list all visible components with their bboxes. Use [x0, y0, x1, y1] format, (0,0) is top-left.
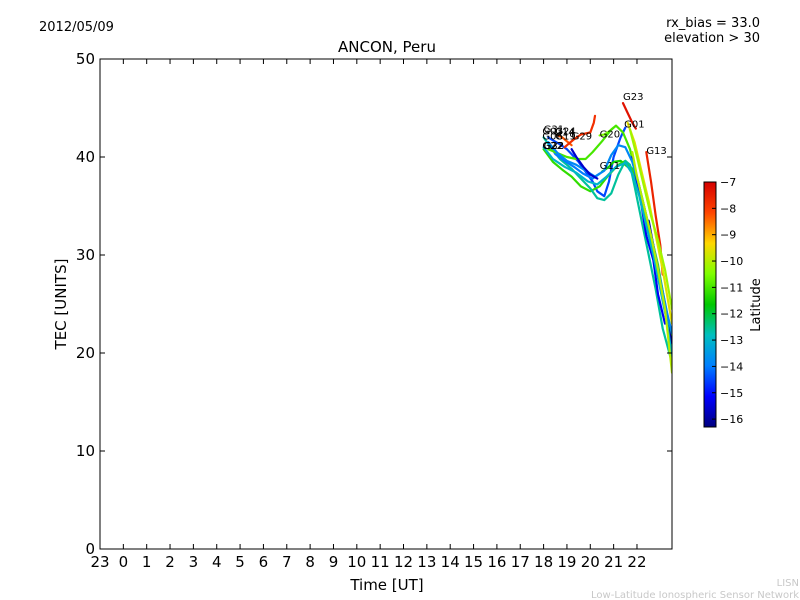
- x-tick-label: 11: [371, 553, 390, 571]
- colorbar-tick-label: −15: [720, 387, 743, 400]
- colorbar-tick-label: −13: [720, 334, 743, 347]
- series-label-g01: G01: [624, 120, 644, 131]
- x-tick-label: 22: [627, 553, 646, 571]
- x-tick-label: 7: [282, 553, 292, 571]
- colorbar-tick-label: −9: [720, 229, 736, 242]
- series-label-g19: G19: [555, 131, 575, 142]
- colorbar-tick-label: −8: [720, 202, 736, 215]
- y-tick-label: 30: [76, 246, 95, 264]
- x-axis-label: Time [UT]: [349, 576, 423, 594]
- x-tick-label: 5: [235, 553, 245, 571]
- x-tick-label: 10: [347, 553, 366, 571]
- colorbar-tick-label: −12: [720, 308, 743, 321]
- x-axis-ticks: 23 0 1 2 3 4 5 6 7 8 9 10 11 12 13 14 15 16 17 18 19 20 21 22: [90, 59, 647, 571]
- footer-network-name: Low-Latitude Ionospheric Sensor Network: [591, 590, 799, 600]
- series-line-g23: [621, 101, 637, 130]
- series-label-g22: G22: [544, 141, 564, 152]
- x-tick-label: 1: [142, 553, 152, 571]
- x-tick-label: 21: [604, 553, 623, 571]
- x-tick-label: 18: [534, 553, 553, 571]
- date-label: 2012/05/09: [39, 20, 114, 35]
- y-tick-label: 0: [85, 540, 95, 558]
- x-tick-label: 13: [417, 553, 436, 571]
- x-tick-label: 12: [394, 553, 413, 571]
- colorbar-tick-label: −14: [720, 360, 743, 373]
- colorbar-label: Latitude: [749, 278, 764, 332]
- y-tick-label: 10: [76, 442, 95, 460]
- x-tick-label: 15: [464, 553, 483, 571]
- series-line-g03: [631, 151, 672, 374]
- axes-frame: [99, 58, 673, 550]
- colorbar: [703, 181, 717, 428]
- colorbar-tick-label: −11: [720, 281, 743, 294]
- series-line-g14: [547, 141, 601, 180]
- x-tick-label: 0: [119, 553, 129, 571]
- series-label-g13: G13: [646, 146, 666, 157]
- chart-title: ANCON, Peru: [338, 38, 436, 56]
- x-tick-label: 3: [189, 553, 199, 571]
- x-tick-label: 20: [581, 553, 600, 571]
- y-axis-ticks: 0 10 20 30 40 50: [76, 50, 672, 558]
- series-label-g20: G20: [600, 129, 620, 140]
- series-label-g06: G06: [542, 131, 562, 142]
- series-label-g14: G14: [554, 127, 574, 138]
- series-label-g29: G29: [572, 131, 592, 142]
- series-line-g10: [570, 148, 599, 180]
- x-tick-label: 6: [259, 553, 269, 571]
- x-tick-label: 8: [305, 553, 315, 571]
- y-tick-label: 40: [76, 148, 95, 166]
- series-line-g16: [563, 114, 597, 149]
- series-label-g22: G22: [542, 141, 562, 152]
- rx-bias-label: rx_bias = 33.0: [666, 16, 760, 31]
- colorbar-tick-label: −10: [720, 255, 743, 268]
- x-tick-label: 4: [212, 553, 222, 571]
- colorbar-tick-label: −16: [720, 413, 743, 426]
- series-line-g31: [542, 136, 672, 364]
- y-axis-label: TEC [UNITS]: [52, 259, 70, 351]
- y-tick-label: 20: [76, 344, 95, 362]
- footer-brand: LISN: [777, 578, 799, 589]
- x-tick-label: 19: [557, 553, 576, 571]
- series-label-g23: G23: [623, 92, 643, 103]
- x-tick-label: 17: [511, 553, 530, 571]
- x-tick-label: 23: [90, 553, 109, 571]
- x-tick-label: 2: [165, 553, 175, 571]
- y-tick-label: 50: [76, 50, 95, 68]
- series-label-g11: G11: [600, 161, 620, 172]
- x-tick-label: 14: [441, 553, 460, 571]
- x-tick-label: 16: [487, 553, 506, 571]
- series-layer: [542, 101, 672, 374]
- series-line-g25: [626, 121, 672, 325]
- colorbar-ticks: −7 −8 −9 −10 −11 −12 −13 −14 −15 −16: [712, 176, 743, 426]
- colorbar-tick-label: −7: [720, 176, 736, 189]
- elevation-label: elevation > 30: [664, 31, 760, 46]
- x-tick-label: 9: [329, 553, 339, 571]
- series-line-g26: [628, 128, 672, 310]
- series-label-g03: G03: [542, 126, 562, 137]
- series-line-g05: [542, 146, 672, 359]
- series-label-g31: G31: [544, 125, 564, 136]
- series-label-g24: G24: [555, 126, 575, 137]
- series-label-g32: G32: [544, 141, 564, 152]
